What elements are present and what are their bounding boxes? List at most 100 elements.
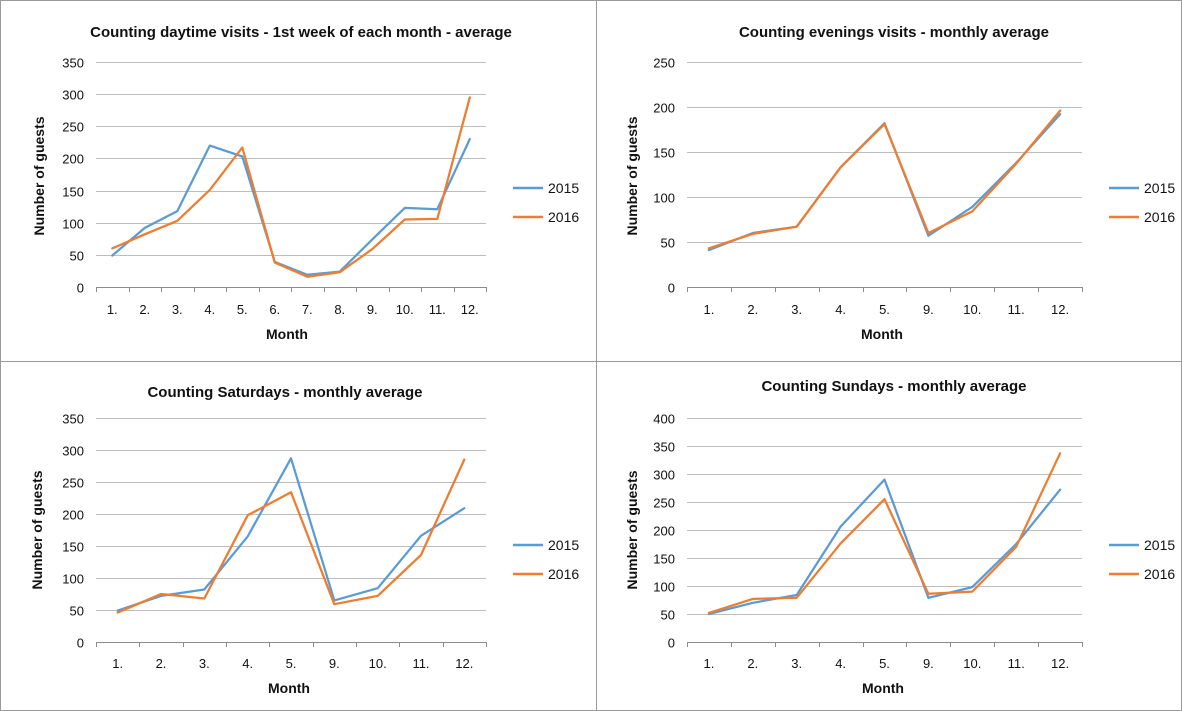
x-tick-label: 4. [204, 302, 215, 317]
legend-label-2015: 2015 [1144, 180, 1175, 196]
y-tick-label: 0 [77, 281, 84, 296]
x-tick-label: 9. [329, 656, 340, 671]
series-line-2015 [111, 137, 471, 276]
x-tick-label: 1. [107, 302, 118, 317]
y-tick-label: 0 [77, 636, 84, 651]
x-tick-label: 11. [1008, 656, 1025, 671]
y-tick-label: 100 [62, 217, 84, 232]
x-tick-label: 10. [369, 656, 387, 671]
y-tick-label: 50 [661, 608, 675, 623]
y-tick-label: 250 [653, 496, 675, 511]
chart-title: Counting Saturdays - monthly average [147, 384, 422, 401]
y-axis-title: Number of guests [624, 116, 640, 235]
chart-panel-sundays: Counting Sundays - monthly average Numbe… [596, 361, 1182, 711]
y-axis-title: Number of guests [624, 470, 640, 589]
y-tick-label: 300 [62, 444, 84, 459]
x-tick-label: 2. [747, 302, 758, 317]
x-tick-label: 2. [156, 656, 167, 671]
series-line-2016 [707, 109, 1062, 250]
x-tick-label: 4. [835, 302, 846, 317]
x-tick-label: 10. [396, 302, 414, 317]
x-tick-label: 4. [835, 656, 846, 671]
y-tick-label: 150 [62, 185, 84, 200]
y-tick-label: 50 [661, 236, 675, 251]
chart-daytime-visits: Counting daytime visits - 1st week of ea… [31, 24, 579, 342]
x-tick-label: 11. [1008, 302, 1025, 317]
chart-title: Counting Sundays - monthly average [761, 378, 1026, 395]
x-tick-label: 1. [112, 656, 123, 671]
legend-label-2015: 2015 [1144, 537, 1175, 553]
y-tick-label: 350 [62, 56, 84, 71]
x-tick-label: 5. [879, 302, 890, 317]
x-tick-label: 3. [791, 656, 802, 671]
y-tick-label: 0 [668, 636, 675, 651]
legend-label-2016: 2016 [548, 209, 579, 225]
y-tick-label: 50 [70, 604, 84, 619]
x-tick-label: 7. [302, 302, 313, 317]
y-tick-label: 250 [653, 56, 675, 71]
x-tick-label: 12. [1051, 302, 1069, 317]
chart-title: Counting evenings visits - monthly avera… [739, 24, 1049, 41]
y-tick-label: 250 [62, 120, 84, 135]
chart-saturdays: Counting Saturdays - monthly average Num… [29, 384, 579, 696]
y-tick-label: 100 [653, 580, 675, 595]
x-tick-label: 1. [704, 302, 715, 317]
chart-panel-daytime-visits: Counting daytime visits - 1st week of ea… [0, 0, 597, 362]
y-tick-label: 100 [653, 191, 675, 206]
y-axis-title: Number of guests [29, 470, 45, 589]
y-tick-label: 200 [653, 524, 675, 539]
plot-area: 0 50 100 150 200 250 300 350 400 1. 2. 3. 4. 5. 9. 10. 1… [653, 412, 1175, 672]
x-tick-label: 3. [199, 656, 210, 671]
y-tick-label: 150 [653, 146, 675, 161]
chart-panel-saturdays: Counting Saturdays - monthly average Num… [0, 361, 597, 711]
x-tick-label: 2. [139, 302, 150, 317]
x-tick-label: 2. [747, 656, 758, 671]
chart-panel-evening-visits: Counting evenings visits - monthly avera… [596, 0, 1182, 362]
x-tick-label: 9. [367, 302, 378, 317]
legend-label-2016: 2016 [1144, 566, 1175, 582]
y-tick-label: 250 [62, 476, 84, 491]
x-axis-title: Month [268, 680, 310, 696]
y-tick-label: 200 [62, 152, 84, 167]
y-tick-label: 300 [653, 468, 675, 483]
x-axis-title: Month [862, 680, 904, 696]
legend-label-2015: 2015 [548, 180, 579, 196]
x-tick-label: 1. [704, 656, 715, 671]
x-tick-label: 5. [286, 656, 297, 671]
plot-area: 0 50 100 150 200 250 300 350 1. 2. 3. 4. 5. 9. 10. 11. 1… [62, 412, 579, 672]
chart-evening-visits: Counting evenings visits - monthly avera… [624, 24, 1175, 342]
legend-label-2016: 2016 [1144, 209, 1175, 225]
x-tick-label: 12. [455, 656, 473, 671]
y-tick-label: 350 [653, 440, 675, 455]
series-line-2016 [707, 452, 1062, 615]
legend-label-2015: 2015 [548, 537, 579, 553]
y-tick-label: 350 [62, 412, 84, 427]
y-tick-label: 300 [62, 88, 84, 103]
series-line-2016 [116, 458, 466, 614]
y-tick-label: 100 [62, 572, 84, 587]
series-line-2015 [116, 457, 466, 612]
series-line-2015 [707, 478, 1062, 616]
y-tick-label: 200 [653, 101, 675, 116]
x-tick-label: 3. [172, 302, 183, 317]
x-tick-label: 3. [791, 302, 802, 317]
y-tick-label: 150 [62, 540, 84, 555]
x-tick-label: 12. [1051, 656, 1069, 671]
plot-area: 0 50 100 150 200 250 300 350 1. 2. 3. 4. 5. 6. 7. 8. 9. 1… [62, 56, 579, 318]
x-tick-label: 9. [923, 302, 934, 317]
series-line-2015 [707, 113, 1062, 252]
chart-title: Counting daytime visits - 1st week of ea… [90, 24, 512, 41]
x-axis-title: Month [861, 326, 903, 342]
x-tick-label: 9. [923, 656, 934, 671]
x-tick-label: 10. [963, 302, 981, 317]
y-tick-label: 400 [653, 412, 675, 427]
y-tick-label: 0 [668, 281, 675, 296]
x-axis-title: Month [266, 326, 308, 342]
x-tick-label: 6. [269, 302, 280, 317]
series-line-2016 [111, 96, 471, 278]
x-tick-label: 4. [242, 656, 253, 671]
x-tick-label: 12. [461, 302, 479, 317]
x-tick-label: 11. [429, 302, 446, 317]
plot-area: 0 50 100 150 200 250 1. 2. 3. 4. 5. 9. 10. 11. 12. 2015… [653, 56, 1175, 318]
y-tick-label: 50 [70, 249, 84, 264]
